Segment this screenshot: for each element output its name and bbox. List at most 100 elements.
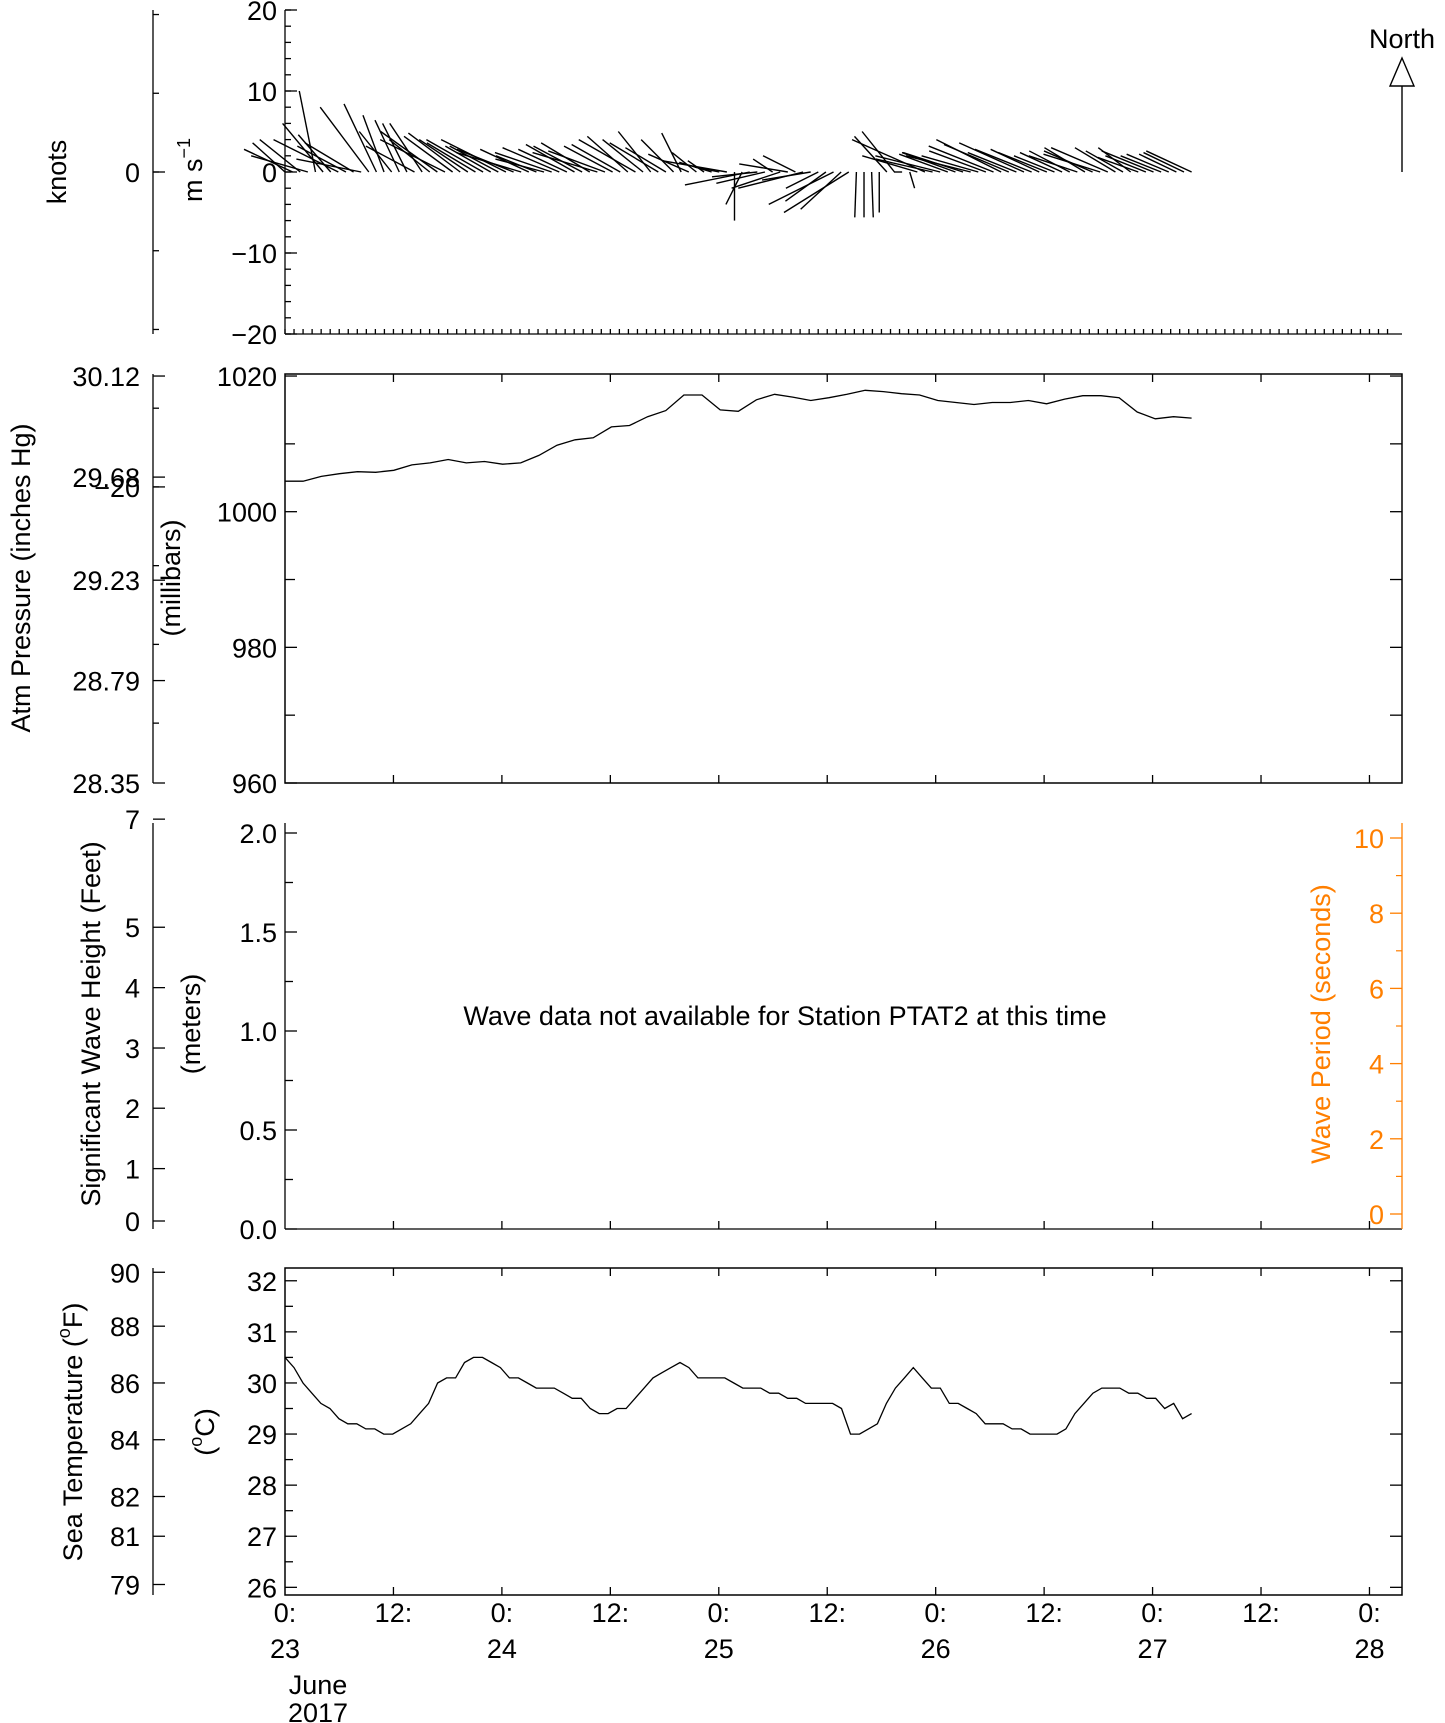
wind-vector (716, 171, 766, 185)
wind-vector (282, 122, 324, 173)
wave-period-tick-label: 2 (1369, 1125, 1384, 1155)
wave-ft-tick-label: 0 (125, 1207, 140, 1237)
wind-vector (362, 115, 385, 173)
wind-vector (1143, 151, 1185, 173)
wind-vector (365, 145, 415, 173)
wind-vector (389, 123, 423, 173)
wind-ms-tick-label: 20 (247, 0, 277, 26)
wind-vector (768, 171, 834, 206)
wind-vector (785, 171, 819, 189)
temp-c-tick-label: 26 (247, 1573, 277, 1603)
temp-c-label: (oC) (186, 1408, 220, 1456)
wind-vector (273, 138, 339, 173)
time-hour-label: 12: (1025, 1598, 1063, 1628)
wind-vector (479, 148, 530, 173)
pressure-plot-frame (284, 373, 1403, 784)
wind-vector (898, 153, 949, 173)
wave-m-tick-label: 1.0 (239, 1017, 277, 1047)
wave-period-tick-label: 4 (1369, 1050, 1384, 1080)
wind-vector (1145, 150, 1192, 173)
wind-vector (296, 158, 362, 173)
wave-m-tick-label: 0.0 (239, 1215, 277, 1245)
wind-vector (905, 155, 971, 173)
pressure-in-tick-label: 28.79 (72, 667, 140, 697)
wind-vector (1074, 147, 1116, 173)
pressure-axis-ticks: 1020 1000 980 960 30.12 29.68 29.23 28.79 28.35 (72, 362, 1402, 799)
wind-vector (640, 139, 675, 173)
wind-vector (418, 139, 469, 173)
wind-vector (1138, 153, 1177, 173)
temp-f-label: Sea Temperature (oF) (54, 1303, 88, 1562)
wind-vector (578, 138, 636, 173)
time-hour-label: 12: (1242, 1598, 1280, 1628)
wind-vector (456, 151, 522, 173)
wind-vector (548, 150, 606, 173)
wind-vector (252, 142, 286, 173)
temp-f-tick-label: 82 (110, 1483, 140, 1513)
temp-c-tick-label: 29 (247, 1420, 277, 1450)
wind-vector (739, 163, 788, 173)
wind-vector (343, 103, 378, 173)
time-hour-label: 12: (808, 1598, 846, 1628)
wind-vector (502, 147, 560, 173)
wind-vector (1050, 147, 1109, 173)
wind-vector (494, 151, 552, 173)
wind-ms-tick-label: −10 (231, 239, 277, 269)
wind-ms-tick-label: 0 (262, 158, 277, 188)
wind-vector (426, 142, 476, 173)
pressure-millibars-label: (millibars) (156, 520, 186, 637)
pressure-mb-tick-label: 1000 (217, 498, 277, 528)
wind-vector (388, 139, 431, 173)
pressure-panel: 1020100098096030.1229.6829.2328.7928.35 … (6, 362, 1403, 799)
time-hour-label: 0: (924, 1598, 947, 1628)
wind-vector (495, 158, 545, 173)
wind-ms-tick-label: −20 (231, 320, 277, 350)
wind-vector (1120, 155, 1162, 173)
time-day-label: 27 (1138, 1634, 1168, 1664)
temp-f-tick-label: 84 (110, 1426, 140, 1456)
wind-vector (967, 151, 1017, 173)
wind-vector (851, 138, 926, 173)
wind-vector (862, 155, 918, 173)
temp-axis-ticks: 32 31 30 29 28 27 26 90 88 86 84 82 81 79 (110, 1258, 1402, 1603)
wind-vector (426, 138, 484, 173)
temp-f-tick-label: 88 (110, 1312, 140, 1342)
wind-vector (731, 171, 781, 189)
wave-ft-tick-label: 3 (125, 1034, 140, 1064)
wind-vector (617, 131, 652, 173)
time-year-label: 2017 (288, 1698, 348, 1723)
wind-vector (694, 166, 720, 173)
wave-ft-tick-label: 2 (125, 1094, 140, 1124)
pressure-in-tick-label: 29.23 (72, 566, 140, 596)
pressure-inches-label: Atm Pressure (inches Hg) (6, 423, 36, 732)
wind-vector (854, 171, 858, 218)
wind-vector (563, 145, 613, 173)
wave-m-tick-label: 1.5 (239, 918, 277, 948)
wind-vector (1028, 155, 1078, 173)
wind-vector (711, 171, 758, 178)
wind-vector (1013, 155, 1055, 173)
wave-ft-tick-label: 1 (125, 1155, 140, 1185)
wave-ft-tick-label: 5 (125, 913, 140, 943)
temp-plot-frame (284, 1267, 1403, 1596)
wave-message: Wave data not available for Station PTAT… (463, 1001, 1106, 1031)
temp-f-tick-label: 81 (110, 1522, 140, 1552)
wind-vector (381, 123, 408, 173)
temp-f-tick-label: 90 (110, 1258, 140, 1288)
wind-vector (1126, 153, 1170, 173)
pressure-mb-tick-label: 980 (232, 633, 277, 663)
pressure-mb-tick-label: 1020 (217, 362, 277, 392)
wind-vector (609, 142, 659, 173)
wind-vectors (243, 90, 1192, 221)
wind-vector (319, 106, 370, 173)
temp-c-tick-label: 30 (247, 1369, 277, 1399)
wind-vector (444, 145, 492, 173)
wind-vector (998, 151, 1048, 173)
wind-vector (762, 155, 796, 173)
wave-ft-tick-label: 7 (125, 805, 140, 835)
wind-vector (661, 159, 727, 173)
pressure-in-tick-label: 30.12 (72, 362, 140, 392)
time-day-label: 28 (1354, 1634, 1384, 1664)
wave-m-tick-label: 2.0 (239, 819, 277, 849)
